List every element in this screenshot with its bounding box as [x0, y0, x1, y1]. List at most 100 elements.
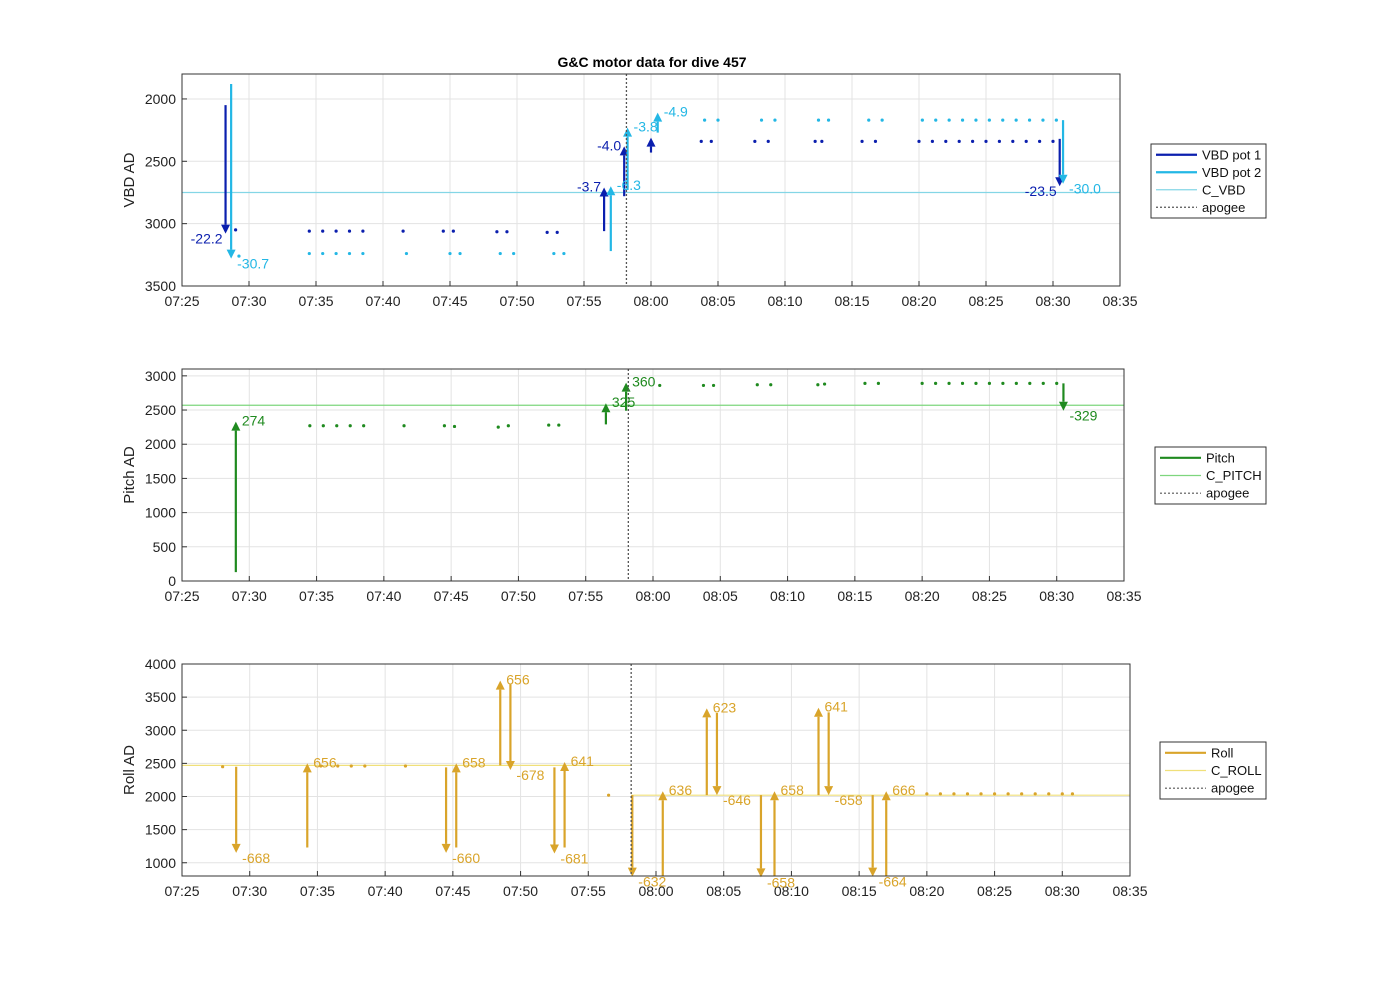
- move-arrow: [606, 186, 616, 252]
- data-point: [552, 251, 556, 256]
- y-tick-label: 0: [168, 573, 176, 589]
- x-tick-label: 07:40: [365, 293, 400, 309]
- data-point: [336, 764, 340, 768]
- data-point: [952, 792, 956, 796]
- panel-pitch: 07:25 07:30 07:35 07:40 07:45 07:50 07:55 08:00…: [121, 368, 1267, 604]
- move-label: -678: [516, 767, 544, 783]
- data-point: [335, 424, 339, 428]
- data-point: [1051, 139, 1055, 143]
- data-point: [947, 381, 951, 385]
- data-point: [753, 139, 757, 143]
- y-tick-label: 2500: [145, 755, 176, 771]
- move-arrow: [560, 762, 570, 848]
- move-arrow: [451, 763, 461, 848]
- data-point: [404, 251, 409, 256]
- data-point: [512, 251, 516, 256]
- move-arrow: [231, 421, 241, 573]
- data-point: [1060, 792, 1064, 796]
- data-point: [960, 381, 965, 385]
- data-point: [319, 764, 323, 768]
- move-arrow: [231, 766, 241, 853]
- data-point: [987, 118, 991, 122]
- move-arrow: [599, 187, 609, 232]
- move-label: -632: [638, 874, 666, 890]
- x-tick-label: 07:40: [366, 588, 401, 604]
- legend-label: C_PITCH: [1206, 468, 1262, 483]
- data-point: [944, 139, 948, 143]
- data-point: [759, 118, 764, 122]
- x-tick-label: 07:35: [298, 293, 333, 309]
- y-tick-label: 1000: [145, 855, 176, 871]
- data-point: [979, 792, 983, 796]
- data-point: [334, 229, 338, 233]
- x-tick-label: 08:15: [837, 588, 872, 604]
- figure-title: G&C motor data for dive 457: [557, 54, 746, 70]
- data-point: [934, 381, 938, 385]
- x-tick-label: 08:25: [968, 293, 1003, 309]
- data-point: [361, 251, 365, 256]
- move-label: 641: [571, 753, 595, 769]
- move-label: -681: [560, 850, 588, 866]
- move-label: 656: [313, 754, 337, 770]
- panel-roll: 07:25 07:30 07:35 07:40 07:45 07:50 07:55 08:00…: [121, 656, 1267, 899]
- x-tick-label: 08:10: [770, 588, 805, 604]
- move-label: -23.5: [1025, 183, 1057, 199]
- data-point: [363, 764, 367, 768]
- data-point: [448, 251, 452, 256]
- data-point: [992, 792, 997, 796]
- x-tick-label: 08:05: [700, 293, 735, 309]
- x-tick-label: 08:25: [977, 883, 1012, 899]
- data-layer: [182, 381, 1124, 573]
- y-tick-label: 3000: [145, 368, 176, 384]
- move-arrow: [221, 105, 231, 234]
- data-point: [347, 251, 352, 256]
- x-tick-label: 08:10: [767, 293, 802, 309]
- move-arrow: [814, 707, 824, 796]
- y-tick-label: 2500: [145, 153, 176, 169]
- data-point: [607, 793, 611, 797]
- x-tick-label: 08:15: [842, 883, 877, 899]
- data-point: [1055, 381, 1059, 385]
- move-label: -658: [767, 874, 795, 890]
- move-label: 658: [781, 782, 805, 798]
- data-point: [917, 139, 921, 143]
- y-tick-label: 2000: [145, 789, 176, 805]
- x-tick-label: 07:40: [368, 883, 403, 899]
- data-point: [349, 764, 353, 768]
- move-arrow: [302, 763, 312, 848]
- x-tick-label: 08:35: [1112, 883, 1147, 899]
- data-point: [658, 383, 662, 388]
- legend-label: Pitch: [1206, 450, 1235, 465]
- data-point: [860, 139, 864, 143]
- x-tick-label: 07:50: [503, 883, 538, 899]
- move-arrow: [623, 127, 633, 190]
- move-label: -22.2: [191, 231, 223, 247]
- data-point: [348, 424, 352, 428]
- data-point: [965, 792, 970, 796]
- move-label: 641: [825, 699, 849, 715]
- data-point: [234, 228, 238, 232]
- move-arrow: [868, 795, 878, 877]
- data-point: [1047, 792, 1051, 796]
- legend-label: apogee: [1211, 781, 1254, 796]
- legend-label: C_ROLL: [1211, 763, 1262, 778]
- x-tick-label: 07:45: [432, 293, 467, 309]
- data-point: [555, 230, 559, 234]
- legend-label: apogee: [1206, 486, 1249, 501]
- x-tick-label: 08:00: [638, 883, 673, 899]
- data-point: [545, 230, 549, 234]
- data-point: [816, 383, 820, 387]
- data-point: [442, 424, 447, 428]
- data-point: [505, 230, 509, 234]
- move-label: -3.7: [577, 178, 601, 194]
- data-point: [1041, 381, 1045, 385]
- move-label: 636: [669, 782, 693, 798]
- data-point: [547, 423, 551, 427]
- x-tick-label: 07:25: [164, 588, 199, 604]
- x-tick-label: 08:30: [1045, 883, 1080, 899]
- move-label: -668: [242, 850, 270, 866]
- x-tick-label: 07:35: [300, 883, 335, 899]
- data-point: [334, 251, 338, 256]
- x-tick-label: 07:50: [499, 293, 534, 309]
